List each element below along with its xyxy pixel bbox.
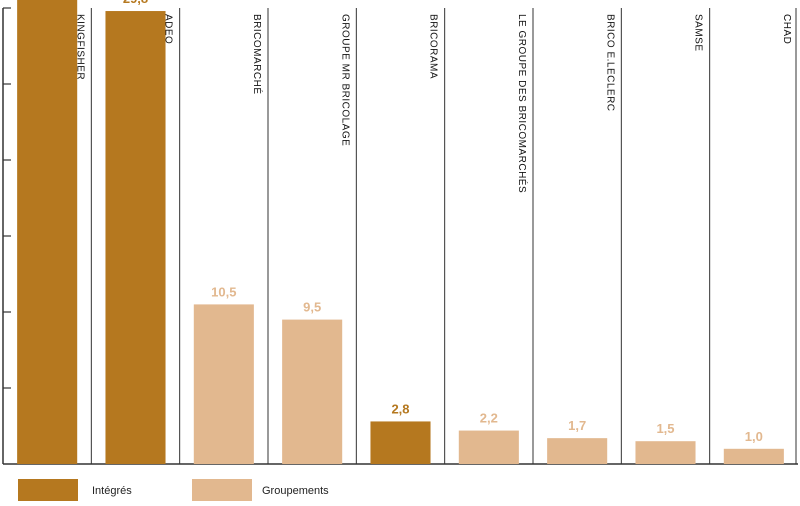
legend-label-integres: Intégrés	[92, 485, 132, 497]
category-label: GROUPE MR BRICOLAGE	[339, 14, 350, 146]
bar	[547, 438, 608, 464]
value-label: 2,8	[391, 401, 409, 416]
category-label: BRICOMARCHÉ	[251, 14, 264, 95]
value-label: 1,5	[656, 421, 674, 436]
value-label: 9,5	[303, 300, 321, 315]
bar	[370, 421, 431, 464]
bar	[193, 304, 254, 464]
bar	[458, 430, 519, 464]
bar	[105, 11, 166, 464]
value-label: 1,7	[568, 418, 586, 433]
value-label: 1,0	[745, 429, 763, 444]
category-label: SAMSE	[693, 14, 704, 52]
bar	[282, 319, 343, 464]
category-label: CHAD	[781, 14, 792, 44]
legend: Intégrés Groupements	[18, 479, 329, 501]
category-label: ADEO	[163, 14, 174, 44]
category-label: KINGFISHER	[74, 14, 85, 80]
bar	[17, 0, 78, 465]
category-label: LE GROUPE DES BRICOMARCHÉS	[516, 14, 529, 193]
category-label: BRICO E.LECLERC	[604, 14, 615, 112]
legend-swatch-integres	[18, 479, 78, 501]
bar	[635, 441, 696, 464]
bar	[723, 448, 784, 464]
value-label: 10,5	[211, 284, 236, 299]
legend-swatch-groupements	[192, 479, 252, 501]
legend-label-groupements: Groupements	[262, 485, 329, 497]
category-label: BRICORAMA	[428, 14, 439, 79]
value-label: 2,2	[480, 411, 498, 426]
value-label: 29,8	[123, 0, 148, 6]
